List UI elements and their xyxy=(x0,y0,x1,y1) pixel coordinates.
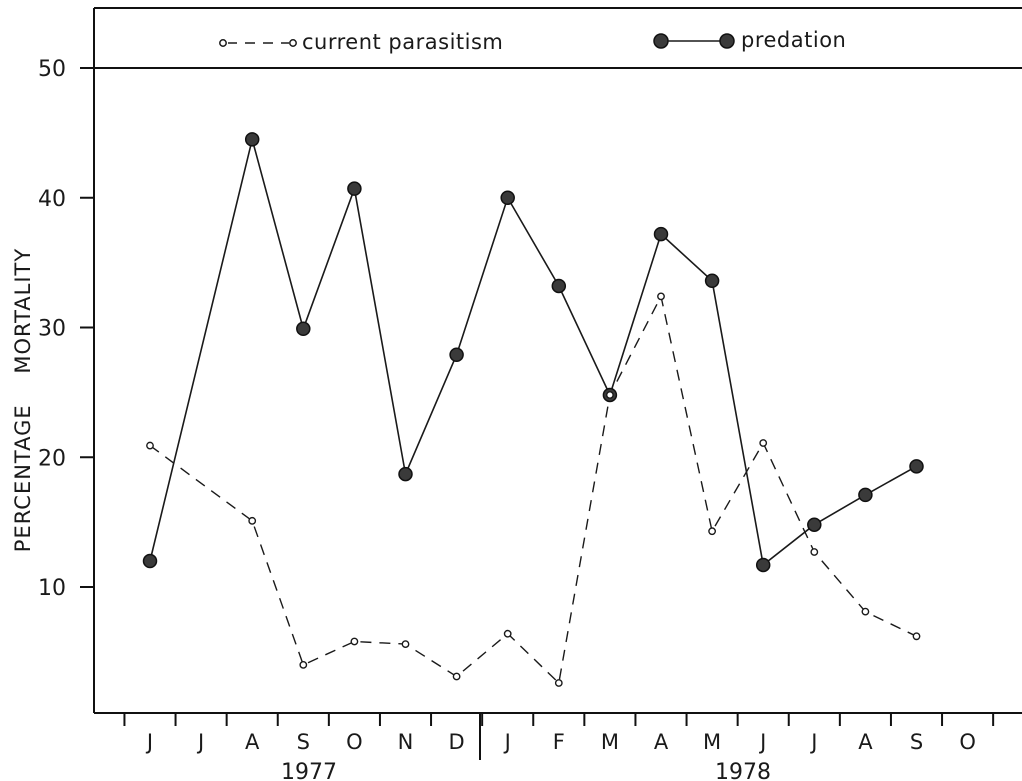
y-tick-label-10: 10 xyxy=(38,576,66,601)
data-point-predation xyxy=(755,557,771,573)
y-tick-label-40: 40 xyxy=(38,187,66,212)
data-point-predation xyxy=(858,487,873,503)
data-point-parasitism xyxy=(861,607,870,616)
x-tick-label-month: F xyxy=(553,730,565,754)
series-line-predation xyxy=(149,139,917,567)
x-tick-label-month: M xyxy=(703,730,721,754)
data-point-parasitism xyxy=(350,637,359,646)
x-tick-label-month: A xyxy=(858,730,873,754)
data-point-predation xyxy=(347,181,362,196)
x-tick-label-month: J xyxy=(758,730,766,754)
series-line-parasitism xyxy=(149,294,917,685)
data-point-parasitism xyxy=(452,672,461,681)
data-point-parasitism xyxy=(554,679,563,687)
x-tick-label-month: S xyxy=(910,730,923,754)
data-point-predation xyxy=(653,226,669,242)
x-tick-label-month: M xyxy=(601,730,619,754)
x-tick-label-month: J xyxy=(503,730,511,754)
data-point-predation xyxy=(551,278,567,294)
x-tick-label-month: O xyxy=(959,730,976,754)
data-point-parasitism xyxy=(810,548,819,556)
data-point-parasitism xyxy=(708,527,716,536)
data-point-parasitism xyxy=(248,516,257,525)
data-point-predation xyxy=(909,459,924,474)
x-tick-label-month: D xyxy=(449,730,465,754)
data-point-parasitism xyxy=(299,660,308,669)
legend-parasitism-symbol xyxy=(219,39,297,47)
x-tick-label-month: J xyxy=(196,730,204,754)
y-axis-label: PERCENTAGE MORTALITY xyxy=(11,248,35,552)
data-point-predation xyxy=(449,347,464,362)
x-tick-label-month: A xyxy=(245,730,260,754)
data-point-predation xyxy=(398,466,413,482)
x-tick-label-month: J xyxy=(145,730,153,754)
year-label-1977: 1977 xyxy=(281,760,337,781)
legend-label-parasitism: current parasitism xyxy=(302,30,503,54)
x-tick-label-month: A xyxy=(654,730,669,754)
year-label-1978: 1978 xyxy=(715,760,771,781)
data-point-predation xyxy=(244,132,260,147)
data-point-parasitism xyxy=(759,439,768,447)
x-tick-label-month: J xyxy=(809,730,817,754)
data-point-predation xyxy=(704,273,720,289)
data-point-predation xyxy=(807,517,822,532)
x-tick-label-month: S xyxy=(297,730,310,754)
x-tick-label-month: O xyxy=(346,730,363,754)
data-point-predation xyxy=(296,321,311,337)
data-point-predation xyxy=(500,190,515,205)
data-point-parasitism xyxy=(503,629,512,638)
data-point-parasitism xyxy=(657,292,665,301)
data-point-predation xyxy=(142,553,158,569)
legend: current parasitism predation xyxy=(219,28,846,54)
y-ticks: 10 20 30 40 50 xyxy=(38,57,94,601)
data-point-parasitism xyxy=(401,640,410,648)
y-tick-label-30: 30 xyxy=(38,317,66,342)
series xyxy=(142,132,924,687)
data-point-parasitism xyxy=(606,391,614,399)
x-tick-label-month: N xyxy=(398,730,414,754)
data-point-parasitism xyxy=(146,441,154,450)
y-tick-label-20: 20 xyxy=(38,446,66,471)
legend-label-predation: predation xyxy=(741,28,846,52)
data-point-parasitism xyxy=(912,632,921,641)
legend-predation-symbol xyxy=(653,33,735,49)
y-tick-label-50: 50 xyxy=(38,57,66,82)
